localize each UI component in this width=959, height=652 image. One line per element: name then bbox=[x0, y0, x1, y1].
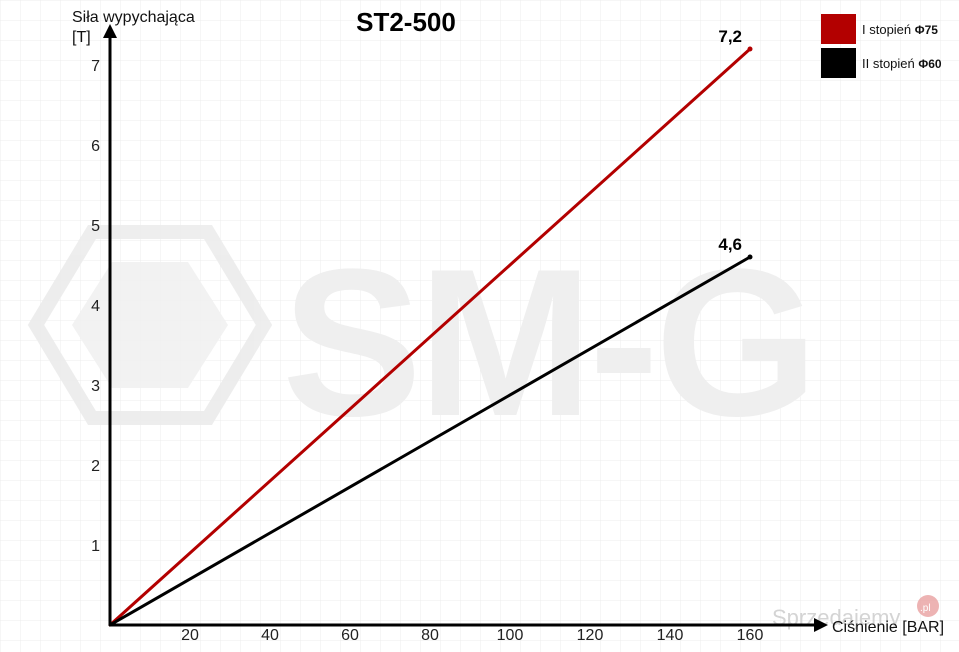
legend-swatch-series-1 bbox=[821, 14, 856, 44]
legend-item-series-1: I stopień Φ75 bbox=[821, 14, 938, 44]
y-tick-label: 7 bbox=[91, 58, 100, 75]
x-tick-label: 160 bbox=[737, 627, 764, 644]
y-tick-label: 2 bbox=[91, 458, 100, 475]
series-line-2 bbox=[108, 255, 752, 627]
x-axis-label: Ciśnienie [BAR] bbox=[832, 619, 944, 636]
site-watermark-badge bbox=[917, 595, 939, 617]
x-axis-ticks: 20 40 60 80 100 120 140 160 bbox=[181, 627, 763, 644]
series-line-1 bbox=[108, 47, 752, 627]
x-tick-label: 40 bbox=[261, 627, 279, 644]
y-tick-label: 5 bbox=[91, 218, 100, 235]
series-layer: 7,2 4,6 bbox=[108, 27, 753, 627]
y-tick-label: 6 bbox=[91, 138, 100, 155]
series-end-point-2 bbox=[747, 254, 753, 260]
x-axis-arrow bbox=[814, 618, 828, 632]
chart-title: ST2-500 bbox=[356, 7, 456, 37]
y-axis-label: Siła wypychająca bbox=[72, 9, 195, 26]
data-label-series-1: 7,2 bbox=[718, 27, 742, 46]
x-tick-label: 140 bbox=[657, 627, 684, 644]
y-tick-label: 4 bbox=[91, 298, 100, 315]
x-tick-label: 60 bbox=[341, 627, 359, 644]
legend-swatch-series-2 bbox=[821, 48, 856, 78]
legend-label-series-2: II stopień Φ60 bbox=[862, 56, 942, 71]
y-tick-label: 1 bbox=[91, 538, 100, 555]
site-watermark-tld: .pl bbox=[920, 603, 931, 614]
legend: I stopień Φ75 II stopień Φ60 bbox=[821, 14, 942, 78]
y-tick-label: 3 bbox=[91, 378, 100, 395]
data-label-series-2: 4,6 bbox=[718, 235, 742, 254]
x-tick-label: 80 bbox=[421, 627, 439, 644]
legend-label-series-1: I stopień Φ75 bbox=[862, 22, 938, 37]
y-axis-ticks: 1 2 3 4 5 6 7 bbox=[91, 58, 100, 555]
x-tick-label: 100 bbox=[497, 627, 524, 644]
axes bbox=[103, 24, 828, 632]
legend-item-series-2: II stopień Φ60 bbox=[821, 48, 942, 78]
x-tick-label: 20 bbox=[181, 627, 199, 644]
x-tick-label: 120 bbox=[577, 627, 604, 644]
y-axis-unit: [T] bbox=[72, 29, 91, 46]
site-watermark: Sprzedajemy .pl bbox=[772, 595, 939, 630]
watermark-text: SM-G bbox=[282, 225, 814, 460]
y-axis-arrow bbox=[103, 24, 117, 38]
series-end-point-1 bbox=[747, 46, 753, 52]
